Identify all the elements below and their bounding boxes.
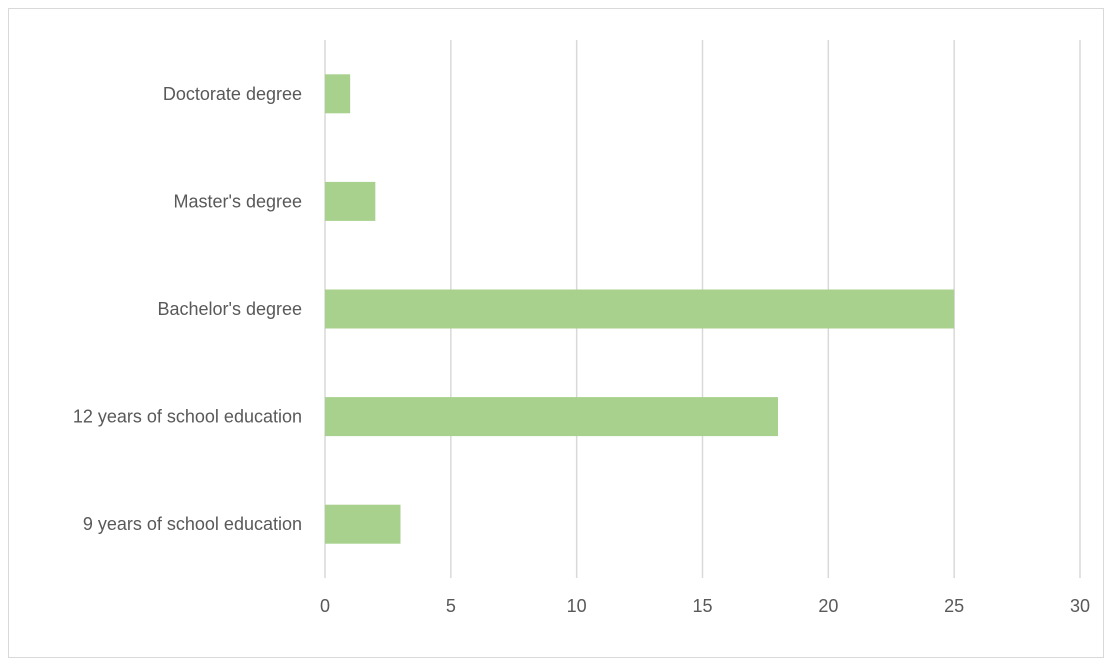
bar [325,504,401,544]
x-tick-label: 15 [692,596,712,616]
bars [325,74,955,544]
x-tick-label: 10 [567,596,587,616]
category-label: 12 years of school education [73,407,302,427]
category-label: Doctorate degree [163,84,302,104]
x-tick-label: 5 [446,596,456,616]
category-label: Bachelor's degree [157,299,302,319]
bar [325,289,955,329]
category-labels: Doctorate degree Master's degree Bachelor'… [73,84,302,534]
bar [325,397,778,437]
x-tick-label: 0 [320,596,330,616]
chart-frame [8,8,1104,658]
category-label: Master's degree [174,191,303,211]
bar [325,74,351,114]
category-label: 9 years of school education [83,514,302,534]
x-tick-label: 20 [818,596,838,616]
x-tick-label: 30 [1070,596,1090,616]
x-tick-label: 25 [944,596,964,616]
bar [325,181,376,221]
x-axis-tick-labels: 0 5 10 15 20 25 30 [320,596,1090,616]
